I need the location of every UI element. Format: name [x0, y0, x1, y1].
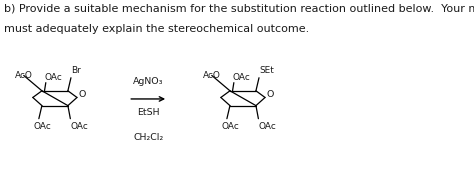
Text: O: O [79, 90, 86, 99]
Text: SEt: SEt [259, 66, 274, 75]
Text: OAc: OAc [44, 73, 62, 82]
Text: AcO: AcO [203, 71, 221, 80]
Text: OAc: OAc [70, 122, 88, 131]
Text: must adequately explain the stereochemical outcome.: must adequately explain the stereochemic… [4, 24, 310, 34]
Text: EtSH: EtSH [137, 108, 159, 117]
Text: AgNO₃: AgNO₃ [133, 77, 164, 86]
Text: O: O [266, 90, 274, 99]
Text: b) Provide a suitable mechanism for the substitution reaction outlined below.  Y: b) Provide a suitable mechanism for the … [4, 3, 474, 13]
Text: OAc: OAc [221, 122, 239, 131]
Text: CH₂Cl₂: CH₂Cl₂ [133, 133, 163, 142]
Text: OAc: OAc [232, 73, 250, 82]
Text: AcO: AcO [15, 71, 33, 80]
Text: Br: Br [71, 66, 81, 75]
Text: OAc: OAc [33, 122, 51, 131]
Text: OAc: OAc [258, 122, 276, 131]
